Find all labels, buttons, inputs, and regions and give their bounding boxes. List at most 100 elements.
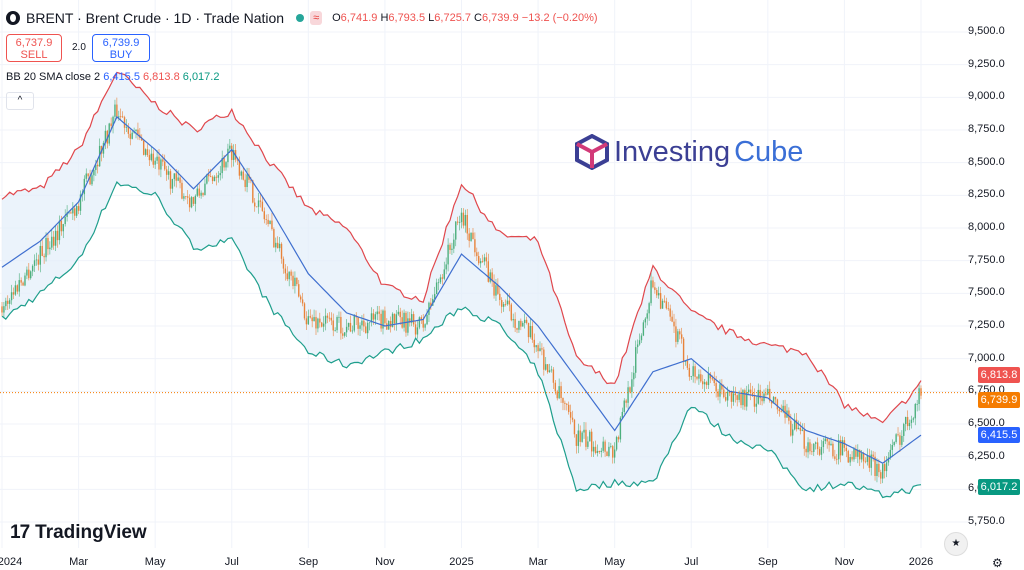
candle-body bbox=[918, 388, 920, 404]
candle-body bbox=[7, 300, 9, 304]
sell-button[interactable]: 6,737.9 SELL bbox=[6, 34, 62, 62]
candle-body bbox=[889, 449, 892, 458]
candle-body bbox=[914, 404, 916, 419]
symbol-title[interactable]: BRENT · Brent Crude · 1D · Trade Nation bbox=[26, 10, 285, 26]
candle-body bbox=[225, 162, 227, 168]
candle-body bbox=[790, 420, 792, 436]
candle-body bbox=[621, 411, 624, 418]
candle-body bbox=[376, 311, 378, 315]
candle-body bbox=[539, 348, 541, 352]
candle-body bbox=[606, 451, 608, 457]
time-axis-label: Sep bbox=[298, 556, 319, 568]
candle-body bbox=[104, 130, 107, 143]
candle-body bbox=[721, 384, 723, 390]
candle-body bbox=[583, 429, 585, 433]
candle-body bbox=[828, 441, 830, 446]
collapse-legend-icon[interactable]: ^ bbox=[6, 92, 34, 110]
cube-text: Cube bbox=[734, 135, 804, 168]
candle-body bbox=[181, 182, 183, 199]
candle-body bbox=[847, 451, 849, 463]
buy-button[interactable]: 6,739.9 BUY bbox=[92, 34, 150, 62]
candle-body bbox=[462, 212, 465, 226]
candle-body bbox=[460, 212, 463, 223]
candle-body bbox=[577, 430, 579, 446]
candle-body bbox=[380, 313, 382, 329]
candle-body bbox=[275, 242, 277, 248]
last-price-tag: 6,739.9 bbox=[978, 391, 1020, 408]
candle-body bbox=[456, 221, 459, 223]
candle-body bbox=[202, 192, 204, 196]
candle-body bbox=[56, 230, 59, 241]
candle-body bbox=[121, 116, 124, 118]
candle-body bbox=[18, 280, 20, 292]
candle-body bbox=[175, 173, 177, 181]
candle-body bbox=[753, 396, 756, 407]
time-axis-label: 2024 bbox=[0, 556, 23, 568]
candle-body bbox=[541, 348, 543, 350]
candle-body bbox=[282, 258, 285, 269]
candle-body bbox=[16, 285, 19, 292]
candle-body bbox=[365, 326, 367, 334]
candle-body bbox=[744, 390, 746, 407]
candle-body bbox=[344, 332, 346, 336]
candle-body bbox=[340, 316, 342, 334]
candle-body bbox=[550, 369, 553, 371]
candle-body bbox=[123, 117, 126, 128]
candle-body bbox=[167, 171, 170, 175]
settings-icon[interactable]: ⚙ bbox=[992, 556, 1003, 570]
candle-body bbox=[711, 378, 714, 380]
candle-body bbox=[177, 177, 179, 181]
candle-body bbox=[244, 179, 246, 188]
tradingview-logo[interactable]: 17 TradingView bbox=[10, 522, 147, 544]
candle-body bbox=[920, 388, 922, 396]
candle-body bbox=[263, 211, 265, 220]
candle-body bbox=[891, 445, 893, 450]
candle-body bbox=[464, 214, 467, 226]
candle-body bbox=[908, 422, 911, 427]
candle-body bbox=[351, 330, 354, 332]
candle-body bbox=[252, 180, 254, 203]
us-flag-icon[interactable]: ★ bbox=[944, 532, 968, 556]
candle-body bbox=[74, 208, 76, 216]
candle-body bbox=[870, 454, 872, 468]
candle-body bbox=[659, 292, 662, 309]
candle-body bbox=[734, 393, 736, 396]
candle-body bbox=[816, 442, 819, 450]
candle-body bbox=[430, 302, 432, 306]
candle-body bbox=[334, 330, 336, 331]
candle-body bbox=[864, 461, 867, 463]
candle-body bbox=[158, 156, 160, 170]
candle-body bbox=[292, 275, 294, 287]
indicator-legend[interactable]: BB 20 SMA close 2 6,415.5 6,813.8 6,017.… bbox=[6, 71, 219, 83]
candle-body bbox=[610, 446, 612, 447]
candle-body bbox=[403, 312, 405, 328]
candle-body bbox=[250, 179, 252, 181]
candle-body bbox=[66, 212, 68, 217]
candle-body bbox=[223, 158, 225, 168]
candle-body bbox=[841, 440, 844, 456]
candle-body bbox=[35, 259, 38, 261]
candle-body bbox=[703, 382, 706, 385]
symbol-icon[interactable] bbox=[6, 11, 20, 25]
close-label: C bbox=[474, 12, 482, 24]
time-axis-label: 2026 bbox=[908, 556, 934, 568]
upper-band-tag: 6,813.8 bbox=[978, 366, 1020, 383]
candle-body bbox=[131, 132, 133, 139]
candle-body bbox=[386, 323, 388, 330]
candle-body bbox=[629, 387, 631, 392]
price-axis-label: 9,250.0 bbox=[968, 57, 1005, 70]
candle-body bbox=[142, 140, 145, 155]
candle-body bbox=[221, 158, 223, 174]
time-axis-label: Nov bbox=[375, 556, 395, 568]
data-badge-icon[interactable]: ≈ bbox=[310, 11, 323, 25]
candle-body bbox=[366, 322, 369, 334]
candle-body bbox=[769, 388, 771, 401]
candle-body bbox=[717, 391, 719, 397]
price-axis-label: 6,250.0 bbox=[968, 449, 1005, 462]
candle-body bbox=[374, 314, 377, 320]
candle-body bbox=[39, 245, 41, 265]
price-axis-label: 8,250.0 bbox=[968, 188, 1005, 201]
candle-body bbox=[702, 381, 704, 385]
candle-body bbox=[411, 314, 413, 323]
